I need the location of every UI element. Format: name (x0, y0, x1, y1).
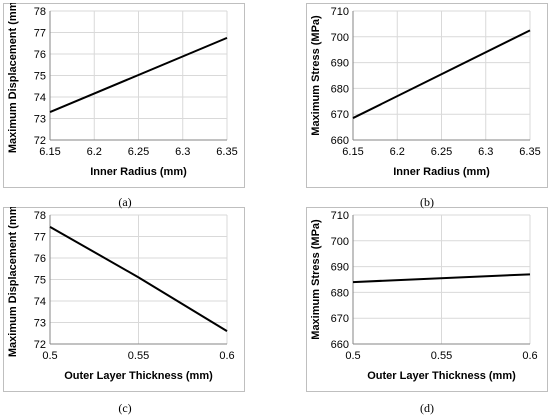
chart-frame (306, 207, 548, 392)
y-tick-label: 670 (331, 313, 349, 325)
y-tick-label: 75 (34, 275, 46, 287)
caption-d: (d) (420, 401, 434, 415)
series-line (49, 225, 228, 332)
chart-panel-a: 72 73 74 75 76 77 78 6.15 6.2 6.25 6.3 6.35 Inner Ra… (3, 3, 245, 188)
chart-a-svg: 72 73 74 75 76 77 78 6.15 6.2 6.25 6.3 6.35 Inner Ra… (3, 3, 245, 188)
x-tick-label: 6.3 (478, 146, 493, 158)
chart-panel-c: 72 73 74 75 76 77 78 0.5 0.55 0.6 Outer Layer Thic… (3, 207, 245, 392)
y-tick-label: 710 (331, 6, 349, 18)
x-axis-label: Inner Radius (mm) (90, 166, 187, 178)
y-tick-label: 73 (34, 114, 46, 126)
x-axis-label: Outer Layer Thickness (mm) (64, 370, 213, 382)
chart-panel-d: 660 670 680 690 700 710 0.5 0.55 0.6 Outer Layer … (306, 207, 548, 392)
y-tick-label: 76 (34, 49, 46, 61)
x-tick-label: 6.25 (128, 146, 149, 158)
x-tick-label: 6.2 (390, 146, 405, 158)
y-tick-label: 73 (34, 318, 46, 330)
x-tick-label: 6.15 (342, 146, 363, 158)
x-tick-label: 6.3 (175, 146, 190, 158)
y-tick-label: 660 (331, 339, 349, 351)
y-tick-label: 78 (34, 210, 46, 222)
x-tick-label: 6.25 (431, 146, 452, 158)
caption-a: (a) (118, 195, 132, 209)
y-tick-label: 680 (331, 83, 349, 95)
x-tick-label: 0.5 (42, 350, 57, 362)
x-tick-label: 6.35 (216, 146, 237, 158)
chart-d-svg: 660 670 680 690 700 710 0.5 0.55 0.6 Outer Layer … (306, 207, 548, 392)
y-tick-label: 700 (331, 32, 349, 44)
y-tick-label: 74 (34, 296, 46, 308)
y-tick-label: 660 (331, 135, 349, 147)
caption-b: (b) (420, 195, 434, 209)
chart-frame (3, 3, 245, 188)
y-tick-label: 72 (34, 135, 46, 147)
x-tick-label: 6.35 (519, 146, 540, 158)
y-tick-label: 77 (34, 28, 46, 40)
series-line (49, 36, 228, 113)
y-tick-label: 690 (331, 262, 349, 274)
chart-frame (306, 3, 548, 188)
chart-b-svg: 660 670 680 690 700 710 6.15 6.2 6.25 6.3 6.35 Inne… (306, 3, 548, 188)
y-tick-label: 690 (331, 58, 349, 70)
x-tick-label: 0.55 (431, 350, 452, 362)
y-tick-label: 680 (331, 287, 349, 299)
x-axis-label: Outer Layer Thickness (mm) (367, 370, 516, 382)
y-axis-label: Maximum Stress (MPa) (310, 219, 322, 340)
x-tick-label: 0.6 (219, 350, 234, 362)
x-tick-label: 6.15 (39, 146, 60, 158)
series-line (352, 29, 531, 119)
y-tick-label: 77 (34, 232, 46, 244)
y-tick-label: 74 (34, 92, 46, 104)
y-tick-label: 76 (34, 253, 46, 265)
y-axis-label: Maximum Displacement (mm) (7, 207, 19, 357)
chart-frame (3, 207, 245, 392)
y-tick-label: 670 (331, 109, 349, 121)
y-axis-label: Maximum Displacement (mm) (7, 3, 19, 153)
x-tick-label: 0.6 (522, 350, 537, 362)
y-tick-label: 700 (331, 236, 349, 248)
y-tick-label: 75 (34, 71, 46, 83)
series-line (352, 273, 531, 284)
y-tick-label: 72 (34, 339, 46, 351)
chart-panel-b: 660 670 680 690 700 710 6.15 6.2 6.25 6.3 6.35 Inne… (306, 3, 548, 188)
y-tick-label: 710 (331, 210, 349, 222)
x-tick-label: 0.55 (128, 350, 149, 362)
chart-c-svg: 72 73 74 75 76 77 78 0.5 0.55 0.6 Outer Layer Thic… (3, 207, 245, 392)
y-axis-label: Maximum Stress (MPa) (310, 15, 322, 136)
y-tick-label: 78 (34, 6, 46, 18)
x-axis-label: Inner Radius (mm) (393, 166, 490, 178)
caption-c: (c) (118, 401, 132, 415)
x-tick-label: 6.2 (87, 146, 102, 158)
x-tick-label: 0.5 (345, 350, 360, 362)
